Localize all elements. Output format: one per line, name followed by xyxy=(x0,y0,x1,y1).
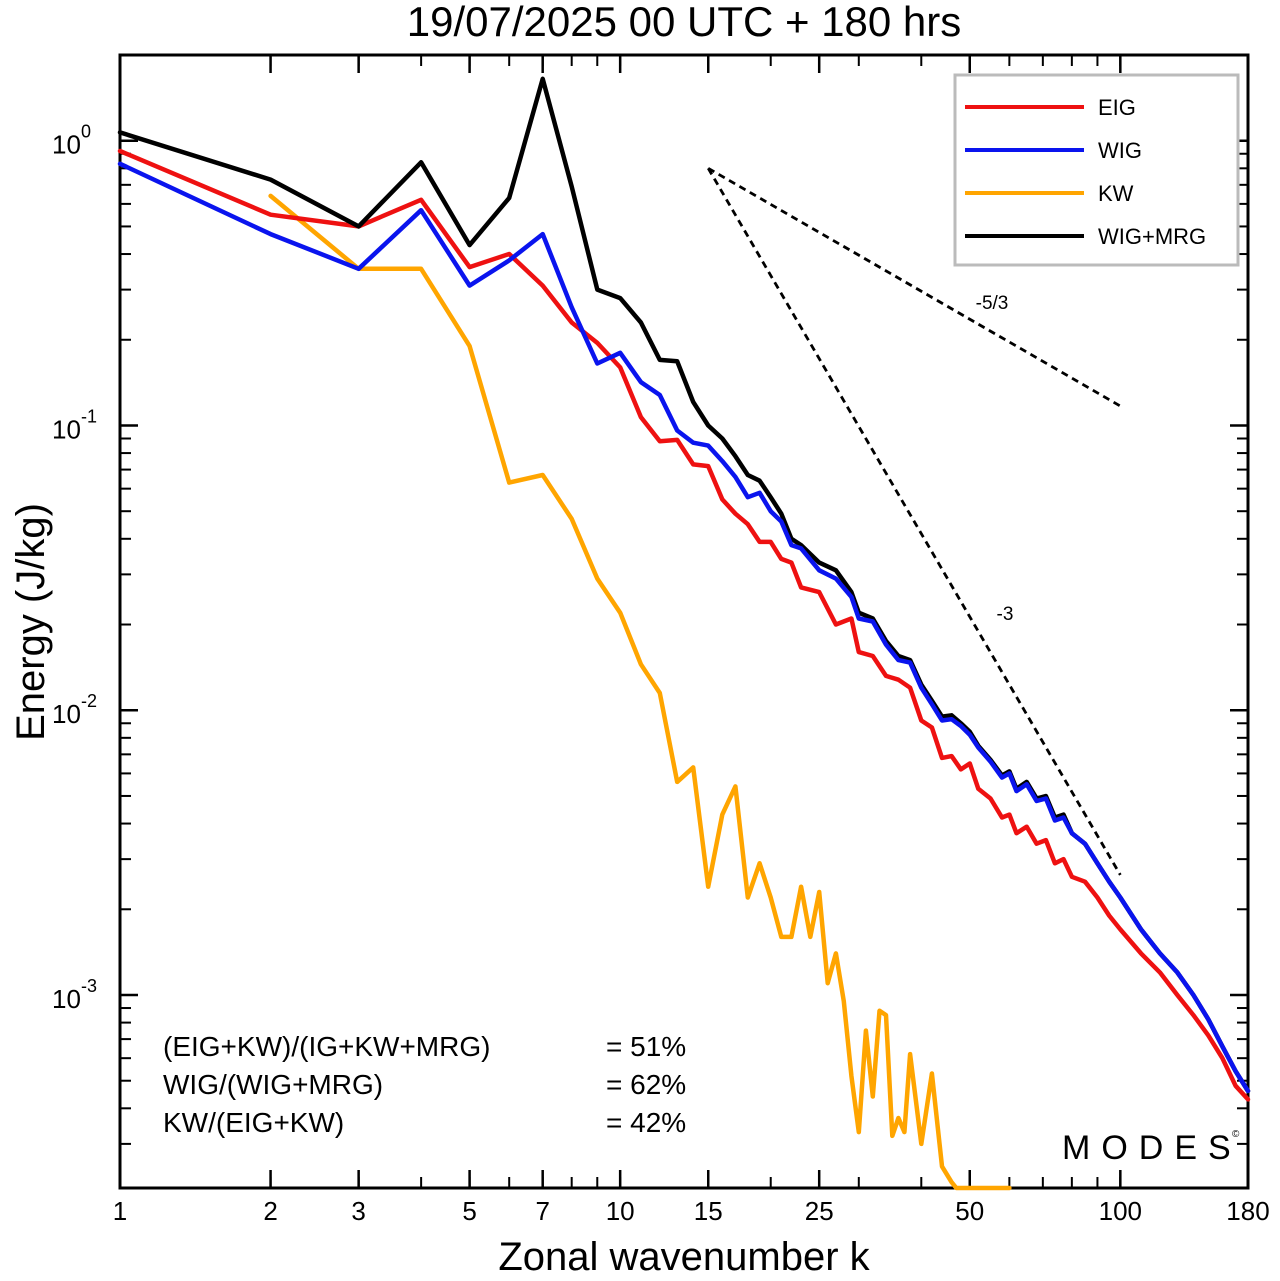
y-tick-base: 10 xyxy=(52,130,81,160)
x-tick-labels: 1 2 3 5 7 10 15 25 50 100 180 xyxy=(113,1196,1270,1226)
y-tick-label: 10 0 xyxy=(52,122,91,160)
x-tick-label: 3 xyxy=(351,1196,365,1226)
annotation-value: = 51% xyxy=(606,1031,686,1062)
reference-slope-line xyxy=(707,167,1122,408)
annotation-value: = 42% xyxy=(606,1107,686,1138)
x-tick-label: 50 xyxy=(955,1196,984,1226)
legend-label: WIG xyxy=(1098,138,1142,163)
x-tick-label: 5 xyxy=(462,1196,476,1226)
x-tick-label: 2 xyxy=(263,1196,277,1226)
y-tick-exponent: -1 xyxy=(81,406,97,426)
x-tick-label: 15 xyxy=(694,1196,723,1226)
copyright-mark: © xyxy=(1232,1129,1240,1140)
series-line-eig xyxy=(117,148,1251,1102)
annotation-value: = 62% xyxy=(606,1069,686,1100)
annotation-label: (EIG+KW)/(IG+KW+MRG) xyxy=(163,1031,490,1062)
fraction-annotations: (EIG+KW)/(IG+KW+MRG) = 51% WIG/(WIG+MRG) = … xyxy=(163,1031,686,1138)
series-line-kw xyxy=(268,193,1012,1191)
y-axis-label: Energy (J/kg) xyxy=(9,503,53,741)
annotation-label: WIG/(WIG+MRG) xyxy=(163,1069,383,1100)
y-tick-exponent: -2 xyxy=(81,691,97,711)
reference-slope-line xyxy=(707,167,1122,876)
legend-label: WIG+MRG xyxy=(1098,224,1206,249)
y-tick-base: 10 xyxy=(52,699,81,729)
y-tick-label: 10 -2 xyxy=(52,691,97,729)
reference-slope-label: -3 xyxy=(997,604,1014,625)
y-tick-label: 10 -3 xyxy=(52,976,97,1014)
x-tick-label: 100 xyxy=(1099,1196,1142,1226)
x-tick-label: 7 xyxy=(535,1196,549,1226)
y-tick-exponent: -3 xyxy=(81,976,97,996)
x-tick-label: 25 xyxy=(805,1196,834,1226)
y-tick-base: 10 xyxy=(52,984,81,1014)
legend-label: KW xyxy=(1098,181,1134,206)
series-lines xyxy=(117,76,1251,1191)
y-tick-exponent: 0 xyxy=(81,122,91,142)
reference-slopes: -5/3 -3 xyxy=(707,167,1122,876)
x-tick-label: 10 xyxy=(606,1196,635,1226)
plot-frame xyxy=(118,53,1250,1190)
x-tick-label: 1 xyxy=(113,1196,127,1226)
series-line-wig xyxy=(117,161,1251,1094)
legend: EIG WIG KW WIG+MRG xyxy=(953,73,1240,267)
x-axis-label: Zonal wavenumber k xyxy=(498,1235,870,1279)
chart-title: 19/07/2025 00 UTC + 180 hrs xyxy=(407,0,962,45)
annotation-label: KW/(EIG+KW) xyxy=(163,1107,344,1138)
y-tick-label: 10 -1 xyxy=(52,406,97,444)
legend-label: EIG xyxy=(1098,95,1136,120)
reference-slope-label: -5/3 xyxy=(976,293,1009,314)
x-tick-label: 180 xyxy=(1226,1196,1269,1226)
y-tick-base: 10 xyxy=(52,414,81,444)
modes-watermark: MODES xyxy=(1062,1129,1242,1167)
